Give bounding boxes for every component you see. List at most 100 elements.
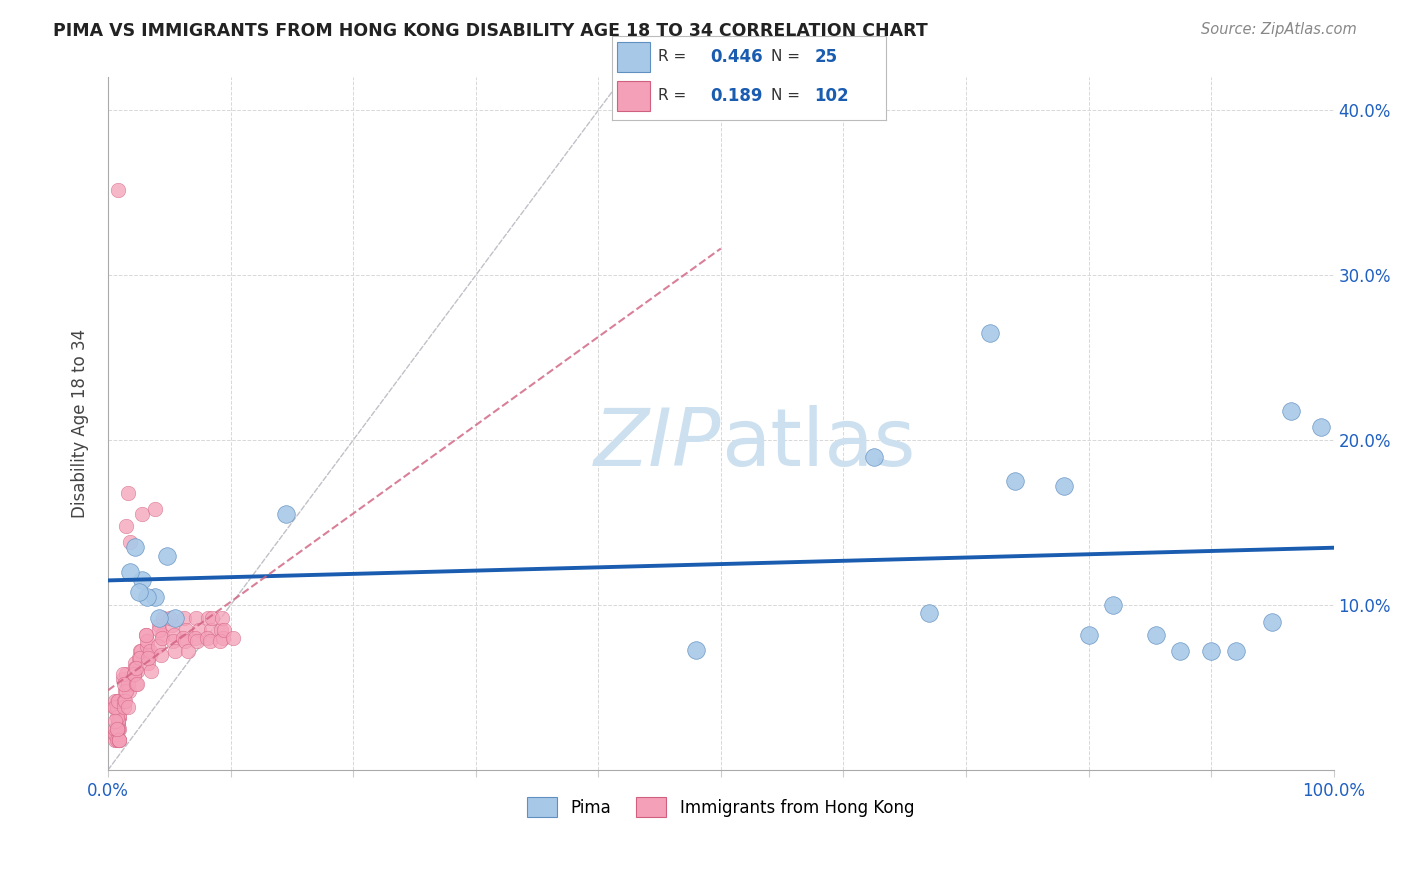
Point [105,733,128,747]
Point [160,618,183,632]
Point [209,623,232,637]
Point [1004,475,1026,489]
Point [138,656,160,670]
Point [128,585,150,599]
Point [114,694,136,708]
Point [979,326,1001,340]
Point [184,631,207,645]
Point [107,714,129,728]
Point [143,590,166,604]
Point [173,611,195,625]
Point [148,618,170,632]
Point [107,716,129,731]
Point [112,700,135,714]
Point [108,733,131,747]
Point [112,677,135,691]
Text: ZIP: ZIP [593,406,721,483]
Point [131,574,153,588]
Point [1144,628,1167,642]
Point [1077,628,1099,642]
Point [124,541,146,555]
Point [685,642,707,657]
Point [148,623,170,637]
Point [105,722,128,736]
Point [1225,644,1247,658]
Point [135,628,157,642]
Point [104,733,127,747]
Point [198,634,221,648]
Point [163,628,186,642]
Point [186,611,208,625]
Text: Source: ZipAtlas.com: Source: ZipAtlas.com [1201,22,1357,37]
Text: N =: N = [770,49,804,64]
Text: 102: 102 [814,87,849,105]
Point [107,714,129,728]
Point [162,634,184,648]
Point [105,710,128,724]
Point [1053,479,1076,493]
Point [117,700,139,714]
Point [104,694,127,708]
Point [1310,420,1333,434]
Point [212,631,235,645]
Point [103,700,125,714]
Point [174,634,197,648]
Point [176,644,198,658]
Point [1170,644,1192,658]
Point [127,677,149,691]
Point [152,611,174,625]
Point [122,667,145,681]
Point [195,631,218,645]
Point [187,623,209,637]
Point [104,700,127,714]
Point [136,640,159,654]
Point [105,700,128,714]
Point [128,651,150,665]
Point [117,677,139,691]
Y-axis label: Disability Age 18 to 34: Disability Age 18 to 34 [72,329,89,518]
Point [136,590,159,604]
Point [200,623,222,637]
Point [105,722,128,736]
Point [117,677,139,691]
Point [108,733,131,747]
Point [222,631,245,645]
Text: atlas: atlas [721,406,915,483]
Point [148,640,170,654]
Point [125,677,148,691]
Point [201,611,224,625]
Point [156,549,179,563]
Text: 0.446: 0.446 [710,48,763,66]
Point [214,623,236,637]
Point [138,648,160,662]
Point [135,628,157,642]
Point [149,648,172,662]
Point [208,634,231,648]
Point [105,694,128,708]
Point [108,710,131,724]
Point [136,634,159,648]
Point [115,519,138,533]
Point [131,508,153,522]
Point [104,727,127,741]
Point [115,683,138,698]
Text: R =: R = [658,49,692,64]
Point [108,710,131,724]
Point [274,508,297,522]
Point [165,611,187,625]
FancyBboxPatch shape [617,42,650,72]
Point [111,667,134,681]
Text: R =: R = [658,88,692,103]
Point [172,631,194,645]
Point [115,667,138,681]
Point [114,683,136,698]
Point [197,611,219,625]
Point [118,683,141,698]
Point [118,535,141,549]
Point [104,727,127,741]
Text: N =: N = [770,88,804,103]
Point [117,486,139,500]
Point [129,644,152,658]
Point [918,607,941,621]
Point [124,661,146,675]
